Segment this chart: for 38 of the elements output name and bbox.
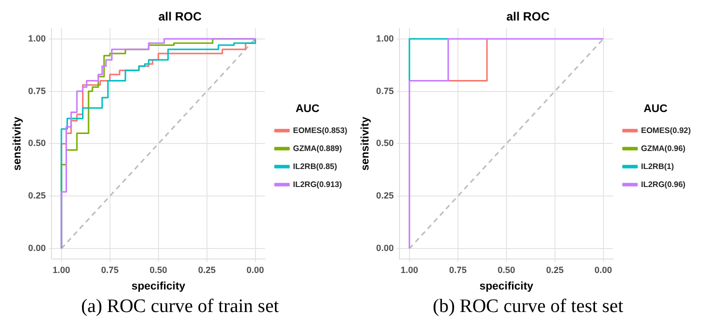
y-tick-label: 0.00 <box>28 243 46 254</box>
legend-label: IL2RB(1) <box>641 162 674 171</box>
x-tick-label: 0.50 <box>150 264 168 275</box>
legend-label: GZMA(0.96) <box>641 144 686 153</box>
x-tick-label: 0.00 <box>246 264 264 275</box>
x-tick-label: 0.75 <box>101 264 119 275</box>
y-axis-title: sensitivity <box>12 116 24 171</box>
x-tick-label: 0.25 <box>198 264 216 275</box>
text: (a) ROC curve of train set <box>80 295 280 319</box>
y-tick-label: 0.50 <box>28 138 46 148</box>
y-tick-label: 1.00 <box>28 33 46 44</box>
x-tick-label: 0.75 <box>449 264 467 275</box>
legend-label: GZMA(0.889) <box>293 144 342 153</box>
x-tick-label: 0.50 <box>498 264 516 275</box>
legend-label: IL2RG(0.96) <box>641 180 686 189</box>
y-tick-label: 0.75 <box>376 86 394 96</box>
legend-title: AUC <box>644 102 668 115</box>
legend-label: EOMES(0.853) <box>293 126 348 135</box>
y-tick-label: 0.50 <box>376 138 394 148</box>
x-tick-label: 0.00 <box>594 264 612 275</box>
y-tick-label: 0.25 <box>28 190 46 201</box>
x-axis-title: specificity <box>479 280 534 292</box>
legend-label: IL2RG(0.913) <box>293 180 342 189</box>
y-tick-label: 0.00 <box>376 243 394 254</box>
x-tick-label: 0.25 <box>546 264 564 275</box>
legend-title: AUC <box>296 102 320 115</box>
y-axis-title: sensitivity <box>360 116 372 171</box>
y-tick-label: 0.25 <box>376 190 394 201</box>
x-tick-label: 1.00 <box>400 264 418 275</box>
y-tick-label: 0.75 <box>28 86 46 96</box>
x-tick-label: 1.00 <box>52 264 70 275</box>
chart-title: all ROC <box>158 10 202 24</box>
legend-label: IL2RB(0.85) <box>293 162 338 171</box>
text: (b) ROC curve of test set <box>432 295 624 319</box>
y-tick-label: 1.00 <box>376 33 394 44</box>
legend-label: EOMES(0.92) <box>641 126 692 135</box>
x-axis-title: specificity <box>131 280 186 292</box>
chart-title: all ROC <box>506 10 550 24</box>
